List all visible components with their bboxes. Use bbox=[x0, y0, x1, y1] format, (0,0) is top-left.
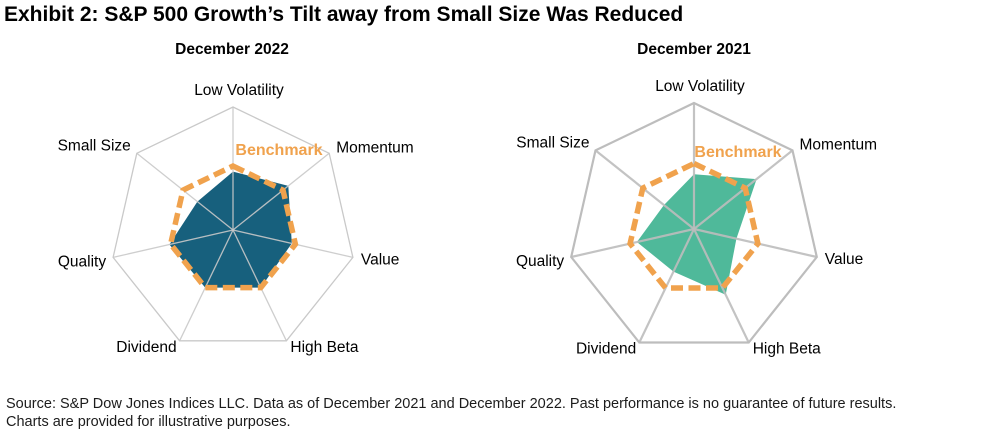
axis-label-value: Value bbox=[825, 251, 864, 268]
axis-label-high-beta: High Beta bbox=[290, 339, 358, 356]
source-note-line2: Charts are provided for illustrative pur… bbox=[6, 414, 291, 430]
benchmark-label: Benchmark bbox=[694, 144, 781, 161]
axis-label-low-volatility: Low Volatility bbox=[194, 82, 284, 99]
axis-label-small-size: Small Size bbox=[58, 137, 131, 154]
axis-label-quality: Quality bbox=[58, 253, 106, 270]
axis-label-dividend: Dividend bbox=[576, 341, 636, 358]
axis-label-value: Value bbox=[361, 251, 400, 268]
axis-label-momentum: Momentum bbox=[800, 136, 878, 153]
axis-label-low-volatility: Low Volatility bbox=[655, 78, 745, 95]
radar-chart-december-2021: December 2021 Benchmark Low Volatility Mome… bbox=[516, 41, 877, 358]
axis-label-small-size: Small Size bbox=[516, 134, 589, 151]
benchmark-label: Benchmark bbox=[235, 142, 322, 159]
axis-label-quality: Quality bbox=[516, 253, 564, 270]
radar-grid-ring bbox=[570, 101, 818, 344]
radar-chart-december-2022: December 2022 Benchmark Low Volatility Mome… bbox=[58, 41, 414, 356]
axis-label-high-beta: High Beta bbox=[753, 341, 821, 358]
chart-title-december-2021: December 2021 bbox=[637, 41, 751, 58]
axis-label-momentum: Momentum bbox=[336, 139, 414, 156]
source-note: Source: S&P Dow Jones Indices LLC. Data … bbox=[6, 395, 896, 431]
benchmark-dashed-line bbox=[627, 160, 761, 291]
exhibit-title: Exhibit 2: S&P 500 Growth’s Tilt away fr… bbox=[4, 3, 684, 26]
radar-charts-canvas: December 2022 Benchmark Low Volatility Mome… bbox=[58, 41, 877, 358]
radar-grid-ring bbox=[112, 106, 354, 342]
axis-label-dividend: Dividend bbox=[116, 339, 176, 356]
source-note-line1: Source: S&P Dow Jones Indices LLC. Data … bbox=[6, 396, 897, 412]
series-area-s-p-500-growth bbox=[169, 171, 292, 288]
chart-title-december-2022: December 2022 bbox=[175, 41, 289, 58]
radar-spoke-quality bbox=[112, 229, 234, 259]
benchmark-dashed-line bbox=[167, 162, 299, 291]
